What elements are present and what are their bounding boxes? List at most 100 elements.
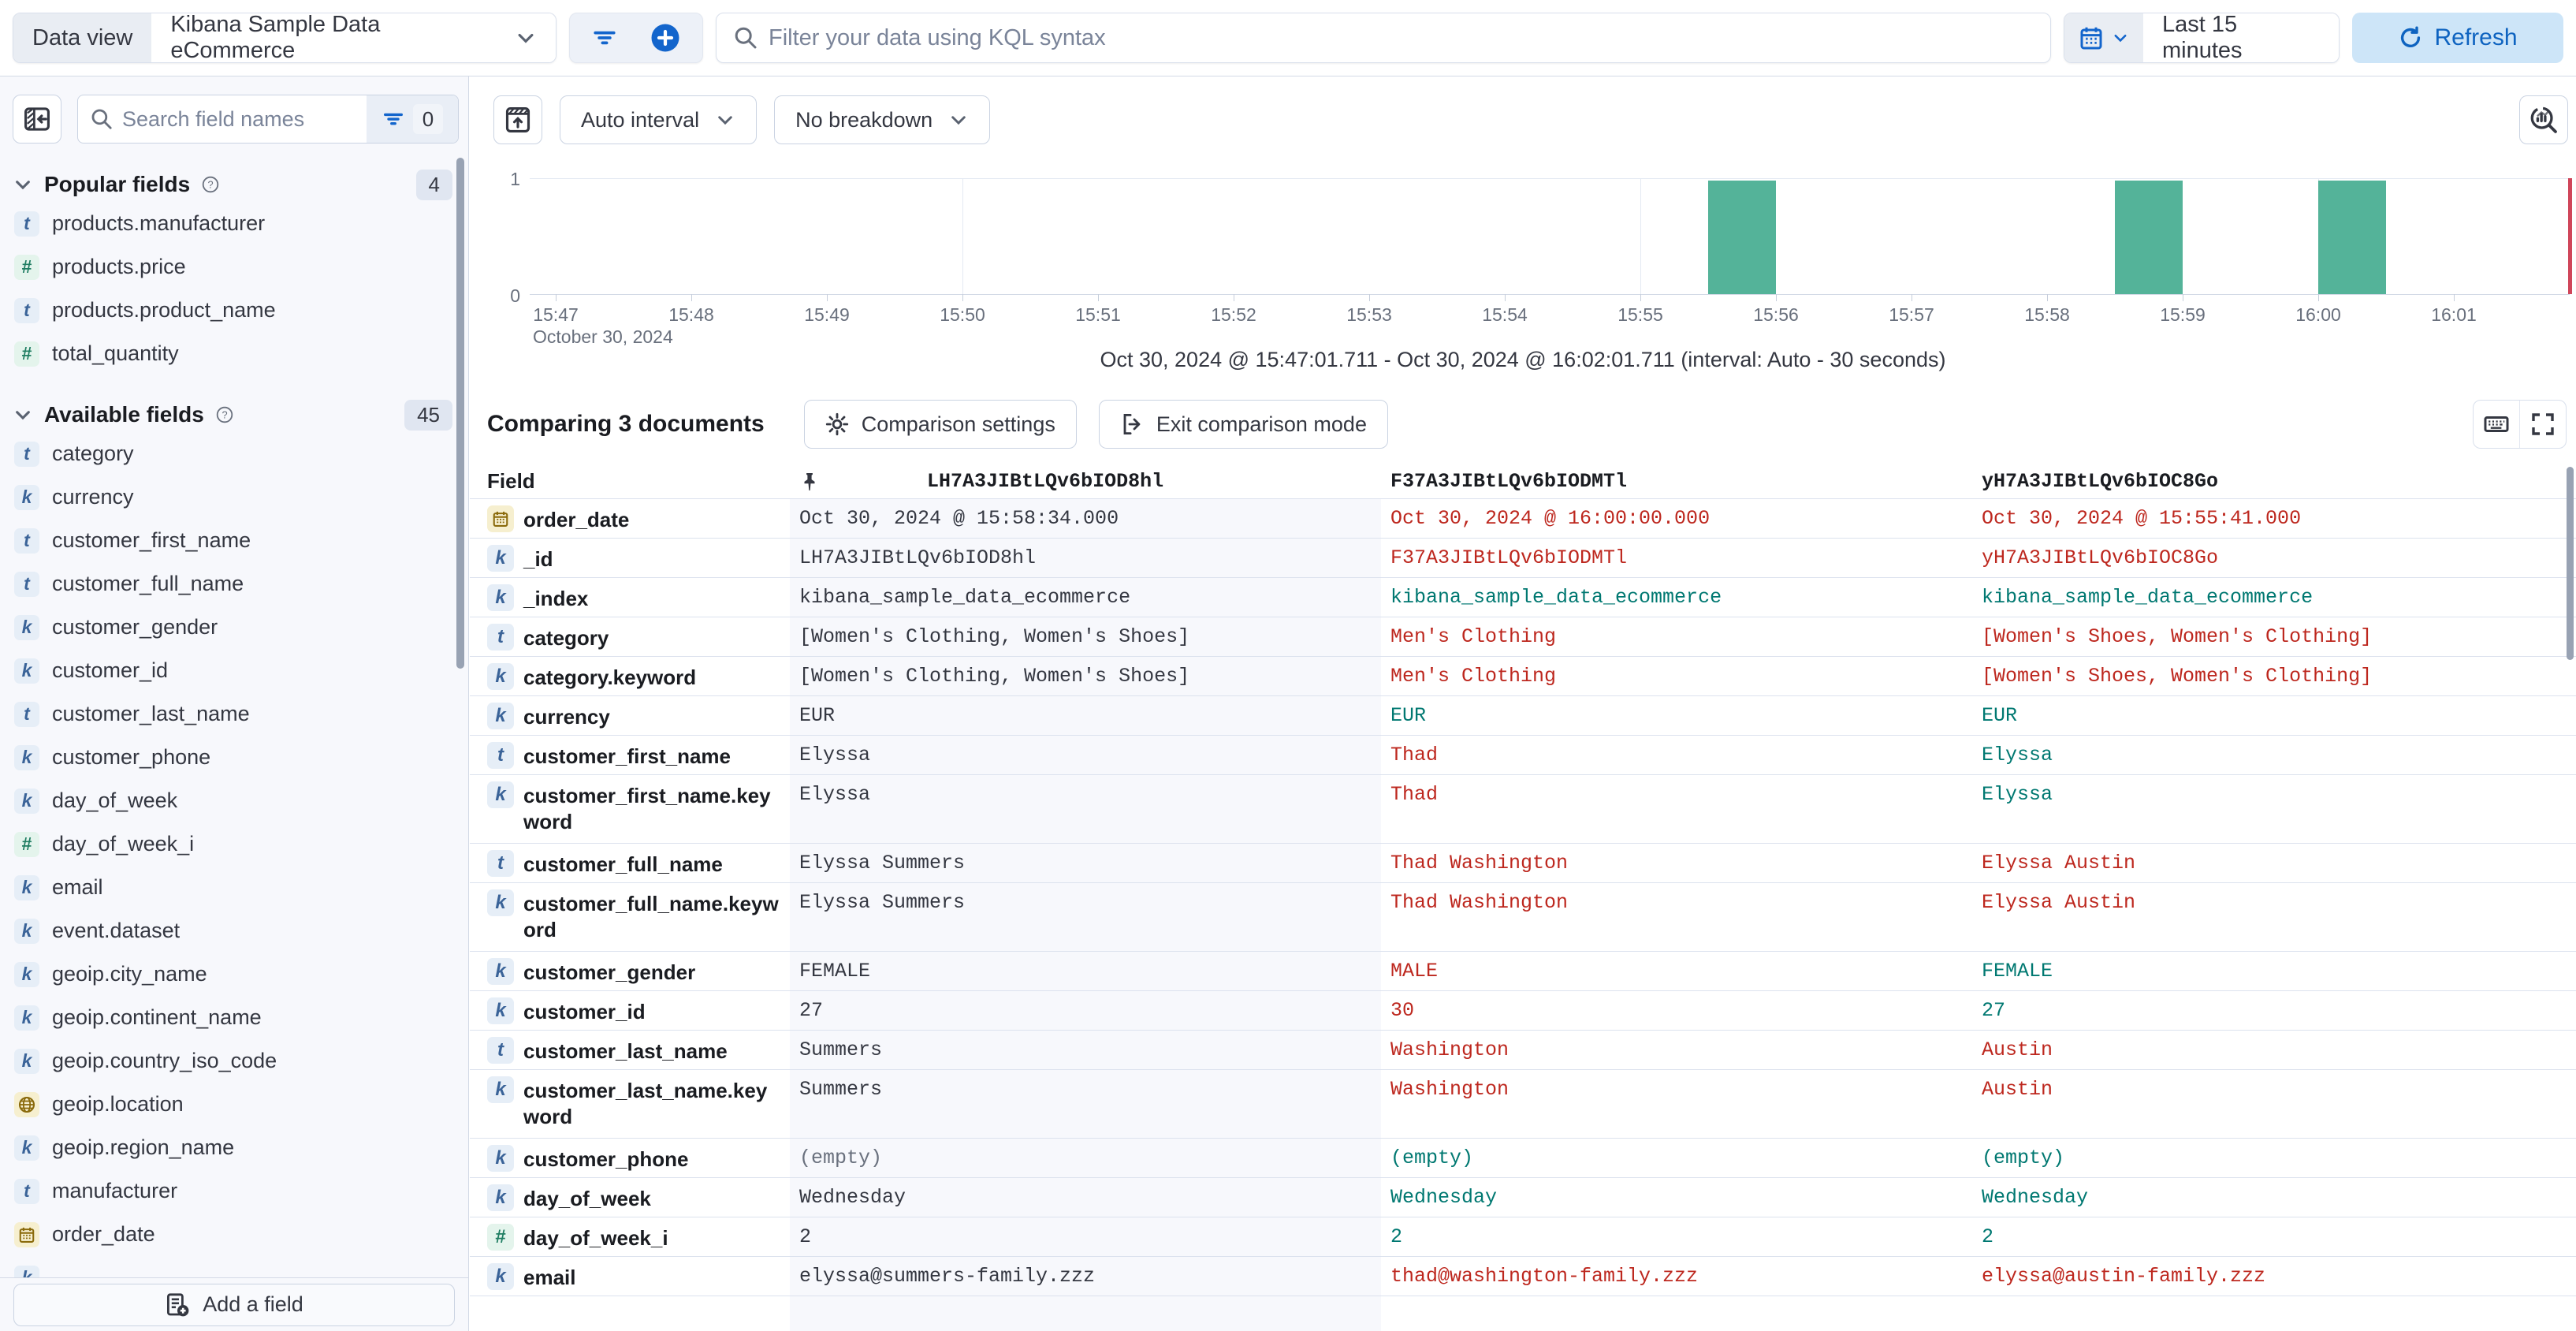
field-name: customer_id (523, 1000, 646, 1023)
field-count-badge: 4 (415, 169, 452, 200)
field-section-header[interactable]: Available fields? 45 (0, 397, 468, 432)
kql-search-input[interactable]: Filter your data using KQL syntax (716, 13, 2051, 63)
histogram-bar[interactable] (2115, 181, 2183, 294)
value-cell: [Women's Shoes, Women's Clothing] (1982, 625, 2373, 648)
field-type-number-icon: # (14, 341, 39, 367)
field-name-cell: k customer_first_name.keyword (470, 775, 790, 843)
collapse-sidebar-button[interactable] (13, 95, 61, 144)
field-label: customer_full_name (52, 572, 244, 595)
gridline (1640, 178, 1641, 294)
value-cell: FEMALE (1982, 960, 2053, 982)
kql-placeholder: Filter your data using KQL syntax (769, 24, 1106, 50)
filter-icon[interactable] (591, 24, 618, 51)
doc-column-header-0[interactable]: LH7A3JIBtLQv6bIOD8hl (790, 464, 1381, 546)
exit-comparison-button[interactable]: Exit comparison mode (1098, 400, 1388, 449)
sidebar-field-email[interactable]: k email (0, 866, 468, 909)
svg-text:?: ? (208, 179, 214, 191)
x-axis-tick (2318, 294, 2319, 301)
sidebar-field-day_of_week_i[interactable]: # day_of_week_i (0, 822, 468, 866)
sidebar-field-customer_first_name[interactable]: t customer_first_name (0, 519, 468, 562)
sidebar-field-event.dataset[interactable]: k event.dataset (0, 909, 468, 953)
table-row-customer_full_name: t customer_full_name Elyssa Summers Thad Wa… (470, 843, 2576, 882)
sidebar-field-geoip.location[interactable]: geoip.location (0, 1083, 468, 1126)
sidebar-field-geoip.country_iso_code[interactable]: k geoip.country_iso_code (0, 1039, 468, 1083)
field-name-cell: k customer_id (470, 991, 790, 1030)
table-row-customer_last_name: t customer_last_name Summers Washington Aust… (470, 1030, 2576, 1069)
sidebar-field-currency[interactable]: k currency (0, 475, 468, 519)
sidebar-field-customer_id[interactable]: k customer_id (0, 649, 468, 692)
sidebar-field-geoip.city_name[interactable]: k geoip.city_name (0, 953, 468, 996)
value-cell: kibana_sample_data_ecommerce (1390, 586, 1722, 609)
sidebar-field-geoip.region_name[interactable]: k geoip.region_name (0, 1126, 468, 1169)
data-view-picker[interactable]: Data view Kibana Sample Data eCommerce (13, 13, 557, 63)
histogram-bar[interactable] (2318, 181, 2386, 294)
fullscreen-button[interactable] (2520, 401, 2566, 448)
x-axis-tick-label: 15:50 (940, 304, 985, 325)
sidebar-field-order_date[interactable]: order_date (0, 1213, 468, 1256)
field-name: currency (523, 705, 610, 729)
table-scrollbar[interactable] (2567, 467, 2574, 660)
sidebar-field-total_quantity[interactable]: # total_quantity (0, 332, 468, 375)
histogram-bar[interactable] (1708, 181, 1776, 294)
value-cell: kibana_sample_data_ecommerce (790, 578, 1381, 617)
value-cell: Wednesday (790, 1178, 1381, 1217)
doc-column-header-2[interactable]: yH7A3JIBtLQv6bIOC8Go (1982, 469, 2219, 493)
table-row-_id: k _id LH7A3JIBtLQv6bIOD8hl F37A3JIBtLQv6bIO… (470, 538, 2576, 577)
interval-select[interactable]: Auto interval (560, 95, 758, 144)
field-filter-button[interactable]: 0 (367, 95, 458, 143)
sidebar-field-day_of_week[interactable]: k day_of_week (0, 779, 468, 822)
field-column-header[interactable]: Field (487, 469, 535, 493)
sidebar-field-customer_full_name[interactable]: t customer_full_name (0, 562, 468, 606)
value-cell: 2 (1390, 1225, 1403, 1248)
value-cell: Summers (790, 1031, 1381, 1069)
table-row-order_date: order_date Oct 30, 2024 @ 15:58:34.000 Oct… (470, 498, 2576, 538)
field-name-cell: k category.keyword (470, 657, 790, 695)
add-field-button[interactable]: Add a field (13, 1283, 455, 1326)
value-cell: Oct 30, 2024 @ 15:58:34.000 (790, 499, 1381, 538)
comparison-settings-button[interactable]: Comparison settings (803, 400, 1077, 449)
field-search-input[interactable]: Search field names 0 (77, 95, 459, 144)
time-range-button[interactable]: Last 15 minutes (2162, 13, 2243, 63)
field-name-cell: k currency (470, 696, 790, 735)
value-cell: Elyssa (1982, 744, 2053, 766)
sidebar-scrollbar[interactable] (456, 158, 464, 669)
sidebar-field-products.price[interactable]: # products.price (0, 245, 468, 289)
sidebar-field-customer_last_name[interactable]: t customer_last_name (0, 692, 468, 736)
table-row-customer_id: k customer_id 27 30 27 (470, 990, 2576, 1030)
sidebar-field-products.manufacturer[interactable]: t products.manufacturer (0, 202, 468, 245)
x-axis-tick-label: 15:59 (2160, 304, 2206, 325)
sidebar-field-geoip.continent_name[interactable]: k geoip.continent_name (0, 996, 468, 1039)
field-label: geoip.country_iso_code (52, 1049, 277, 1072)
field-type-keyword-icon: k (487, 703, 514, 729)
field-type-keyword-icon: k (487, 584, 514, 611)
field-label: products.price (52, 255, 186, 278)
hide-chart-button[interactable] (493, 95, 542, 144)
x-axis-date-label: October 30, 2024 (533, 326, 673, 347)
chart-toolbar: Auto interval No breakdown (493, 95, 2568, 144)
edit-visualization-button[interactable] (2519, 95, 2568, 144)
date-picker-button[interactable] (2064, 13, 2143, 62)
sidebar-field-customer_phone[interactable]: k customer_phone (0, 736, 468, 779)
histogram-chart[interactable]: 1 0 October 30, 2024 15:47 15:48 15:49 15:5… (470, 162, 2576, 347)
field-type-number-icon: # (487, 1224, 514, 1251)
refresh-button[interactable]: Refresh (2352, 13, 2563, 63)
fields-sidebar: Search field names 0 Popular fields? 4 t pr… (0, 76, 469, 1331)
x-axis-tick-label: 15:53 (1346, 304, 1392, 325)
add-filter-button[interactable] (650, 22, 681, 54)
value-cell: (empty) (790, 1139, 1381, 1177)
value-cell: Men's Clothing (1390, 665, 1557, 688)
breakdown-select[interactable]: No breakdown (774, 95, 991, 144)
gridline (962, 178, 963, 294)
x-axis-tick (2454, 294, 2455, 301)
sidebar-field-customer_gender[interactable]: k customer_gender (0, 606, 468, 649)
keyboard-shortcuts-button[interactable] (2474, 401, 2519, 448)
value-cell: Elyssa (790, 775, 1381, 843)
sidebar-field-products.product_name[interactable]: t products.product_name (0, 289, 468, 332)
sidebar-field-category[interactable]: t category (0, 432, 468, 475)
chevron-down-icon (13, 405, 33, 425)
field-section-header[interactable]: Popular fields? 4 (0, 167, 468, 202)
field-type-keyword-icon: k (14, 874, 39, 900)
calendar-icon (2079, 25, 2104, 50)
sidebar-field-manufacturer[interactable]: t manufacturer (0, 1169, 468, 1213)
doc-column-header-1[interactable]: F37A3JIBtLQv6bIODMTl (1390, 469, 1628, 493)
